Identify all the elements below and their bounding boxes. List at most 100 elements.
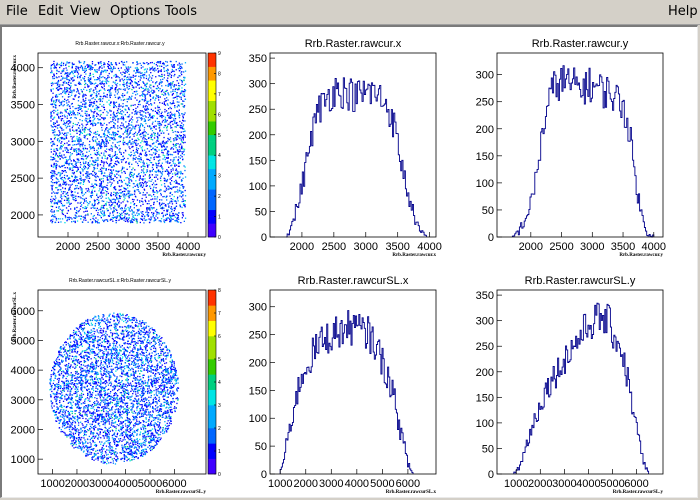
heatmap-cell [150, 90, 152, 93]
heatmap-cell [71, 399, 73, 401]
heatmap-cell [111, 64, 113, 66]
heatmap-cell [87, 164, 89, 166]
menu-edit[interactable]: Edit [38, 4, 64, 19]
canvas-plots[interactable]: Rrb.Raster.rawcur.x:Rrb.Raster.rawcur.y0… [2, 27, 698, 498]
heatmap-cell [91, 396, 93, 399]
heatmap-cell [59, 183, 61, 185]
heatmap-cell [84, 76, 86, 78]
heatmap-cell [118, 144, 120, 147]
heatmap-cell [144, 62, 146, 65]
heatmap-cell [64, 222, 66, 224]
heatmap-cell [67, 79, 70, 81]
heatmap-cell [83, 324, 85, 326]
heatmap-cell [52, 143, 54, 145]
heatmap-cell [163, 219, 165, 221]
heatmap-cell [175, 169, 177, 171]
heatmap-cell [180, 137, 182, 139]
heatmap-cell [129, 190, 131, 192]
heatmap-cell [148, 200, 150, 202]
heatmap-cell [176, 182, 178, 184]
heatmap-cell [157, 106, 159, 109]
heatmap-cell [147, 116, 150, 119]
heatmap-cell [136, 222, 138, 224]
heatmap-cell [161, 141, 164, 143]
heatmap-cell [59, 175, 61, 177]
heatmap-cell [121, 212, 123, 214]
heatmap-cell [162, 214, 165, 216]
heatmap-cell [54, 65, 56, 67]
heatmap-cell [100, 173, 103, 175]
heatmap-cell [50, 112, 52, 114]
heatmap-cell [128, 139, 131, 142]
heatmap-cell [60, 148, 62, 150]
heatmap-cell [169, 406, 171, 408]
heatmap-cell [76, 70, 78, 72]
heatmap-cell [153, 186, 155, 188]
heatmap-cell [113, 105, 115, 107]
menu-tools[interactable]: Tools [165, 4, 198, 19]
heatmap-cell [131, 128, 133, 130]
heatmap-cell [145, 439, 147, 441]
heatmap-cell [103, 366, 106, 368]
heatmap-cell [115, 460, 118, 462]
heatmap-cell [72, 165, 74, 167]
heatmap-cell [116, 147, 118, 149]
heatmap-cell [157, 133, 159, 135]
heatmap-cell [175, 202, 178, 204]
heatmap-cell [58, 105, 61, 107]
heatmap-cell [59, 200, 61, 202]
menu-options[interactable]: Options [110, 4, 161, 19]
heatmap-cell [103, 207, 105, 209]
heatmap-cell [148, 113, 150, 115]
heatmap-cell [121, 214, 123, 217]
heatmap-cell [81, 145, 84, 147]
heatmap-cell [119, 192, 121, 194]
heatmap-cell [84, 67, 86, 69]
color-scale-segment [208, 80, 216, 88]
heatmap-cell [167, 112, 169, 114]
heatmap-cell [97, 403, 99, 406]
heatmap-cell [83, 149, 85, 151]
root-canvas[interactable]: Rrb.Raster.rawcur.x:Rrb.Raster.rawcur.y 0… [0, 25, 698, 498]
heatmap-cell [56, 72, 58, 75]
heatmap-cell [159, 70, 161, 72]
heatmap-cell [119, 151, 121, 153]
heatmap-cell [142, 92, 144, 94]
heatmap-cell [142, 203, 144, 205]
menu-help[interactable]: Help [668, 4, 698, 19]
heatmap-cell [72, 196, 74, 199]
heatmap-cell [155, 141, 157, 143]
heatmap-cell [142, 95, 144, 97]
heatmap-cell [128, 136, 131, 139]
menu-view[interactable]: View [70, 4, 101, 19]
heatmap-cell [180, 103, 182, 105]
heatmap-cell [159, 130, 161, 132]
heatmap-cell [88, 64, 90, 66]
heatmap-cell [131, 175, 133, 177]
heatmap-cell [155, 76, 157, 78]
heatmap-cell [103, 212, 105, 214]
heatmap-cell [176, 98, 178, 100]
heatmap-cell [79, 129, 81, 132]
heatmap-cell [148, 80, 151, 82]
heatmap-cell [131, 163, 133, 165]
heatmap-cell [84, 86, 86, 88]
heatmap-cell [143, 77, 145, 79]
heatmap-cell [53, 142, 55, 144]
heatmap-cell [164, 214, 167, 216]
heatmap-cell [81, 127, 83, 129]
heatmap-cell [61, 112, 63, 114]
heatmap-cell [100, 160, 103, 162]
heatmap-cell [143, 100, 146, 102]
heatmap-cell [77, 112, 79, 114]
heatmap-cell [143, 126, 146, 129]
heatmap-cell [110, 185, 112, 187]
heatmap-cell [174, 139, 176, 141]
heatmap-cell [129, 124, 131, 126]
heatmap-cell [125, 136, 127, 138]
heatmap-cell [148, 180, 150, 182]
menu-file[interactable]: File [6, 4, 28, 19]
heatmap-cell [131, 218, 133, 220]
heatmap-cell [152, 411, 154, 413]
heatmap-cell [125, 213, 127, 215]
